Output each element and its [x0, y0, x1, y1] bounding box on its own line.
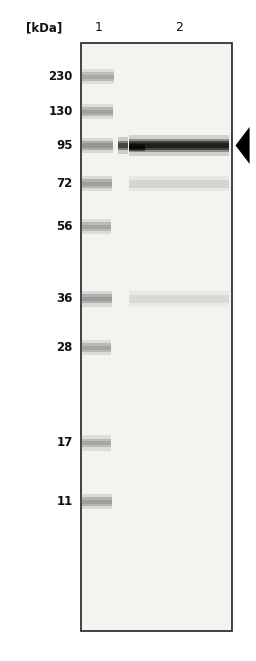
Bar [129, 141, 229, 149]
Bar [118, 143, 128, 147]
Bar [81, 179, 112, 188]
Bar [81, 107, 113, 116]
Bar [81, 291, 112, 307]
Text: 130: 130 [49, 105, 73, 118]
Bar [81, 340, 111, 356]
Text: 11: 11 [57, 495, 73, 508]
Bar [129, 291, 229, 307]
Bar [129, 176, 229, 192]
Bar [81, 182, 112, 186]
Bar [118, 137, 128, 154]
Text: 28: 28 [57, 341, 73, 354]
Bar [118, 141, 128, 149]
Bar [81, 344, 111, 352]
Text: 36: 36 [57, 292, 73, 305]
Bar [129, 145, 145, 149]
Bar [129, 180, 229, 188]
Bar [129, 144, 145, 151]
Bar [129, 143, 229, 148]
Bar [81, 222, 111, 231]
Bar [81, 494, 112, 510]
Text: [kDa]: [kDa] [26, 21, 62, 34]
Bar [81, 137, 113, 153]
Bar [81, 104, 113, 120]
Bar [81, 176, 112, 192]
Bar [129, 139, 229, 152]
Bar [81, 500, 112, 504]
Bar [81, 497, 112, 506]
Polygon shape [236, 127, 250, 164]
Text: 230: 230 [49, 70, 73, 83]
Bar [129, 135, 229, 156]
Bar [81, 73, 114, 81]
Bar [81, 225, 111, 229]
Bar [81, 141, 113, 149]
Bar [81, 439, 111, 447]
Bar [81, 346, 111, 350]
Text: 2: 2 [175, 21, 183, 34]
Text: 56: 56 [57, 220, 73, 233]
Text: 1: 1 [95, 21, 102, 34]
Bar [81, 69, 114, 85]
Bar [81, 219, 111, 235]
Bar [129, 295, 229, 303]
Bar [81, 143, 113, 147]
Text: 17: 17 [57, 436, 73, 449]
Bar [81, 441, 111, 445]
Bar [81, 75, 114, 79]
Bar [81, 435, 111, 451]
Text: 95: 95 [57, 139, 73, 152]
Bar [81, 294, 112, 303]
Bar [81, 43, 232, 631]
Bar [81, 297, 112, 301]
Bar [81, 110, 113, 114]
Text: 72: 72 [57, 177, 73, 190]
